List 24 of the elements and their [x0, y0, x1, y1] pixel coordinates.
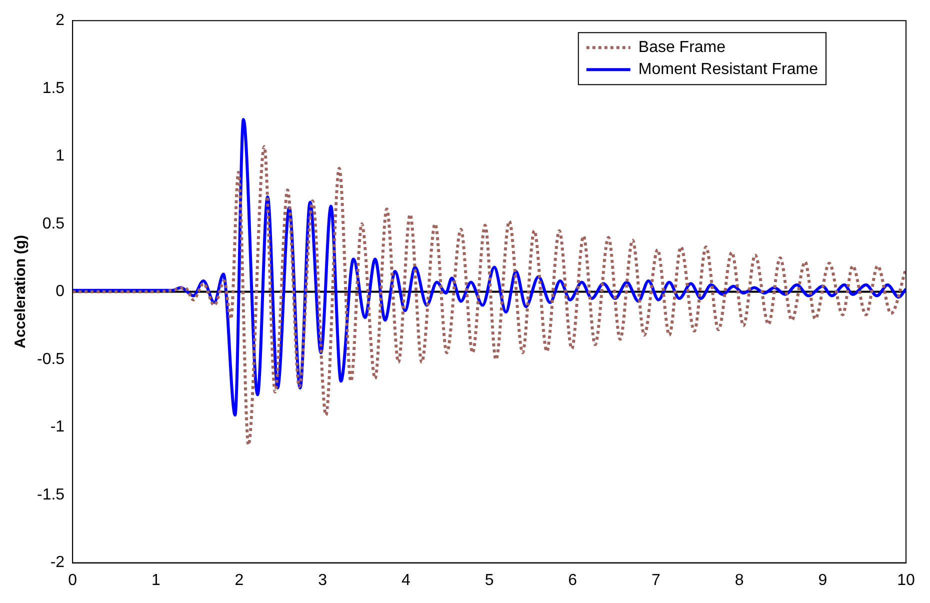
x-tick-label: 2: [234, 572, 244, 589]
legend-label: Base Frame: [638, 39, 726, 56]
y-tick-label: 0: [56, 283, 65, 300]
y-tick-label: 2: [56, 12, 65, 30]
y-tick-label: -2: [50, 554, 65, 572]
line-series: [72, 145, 906, 446]
x-tick-label: 7: [652, 572, 661, 589]
x-tick-label: 6: [568, 572, 578, 589]
y-tick-label: -1.5: [36, 486, 65, 504]
y-tick-label: 0.5: [42, 215, 65, 232]
y-tick-label: 1: [56, 148, 65, 165]
x-tick-label: 1: [151, 572, 160, 589]
y-tick-label: 1.5: [42, 80, 65, 97]
y-tick-label: -1: [50, 418, 65, 436]
x-tick-label: 9: [818, 572, 828, 589]
y-tick-label: -0.5: [36, 350, 65, 368]
y-axis-title: Acceleration (g): [12, 235, 30, 348]
x-tick-label: 4: [401, 572, 410, 589]
x-tick-label: 5: [484, 572, 494, 589]
x-tick-label: 8: [734, 572, 744, 589]
x-tick-label: 0: [68, 572, 78, 589]
legend-label: Moment Resistant Frame: [638, 61, 818, 78]
x-tick-label: 10: [897, 572, 915, 589]
x-tick-label: 3: [318, 572, 328, 589]
